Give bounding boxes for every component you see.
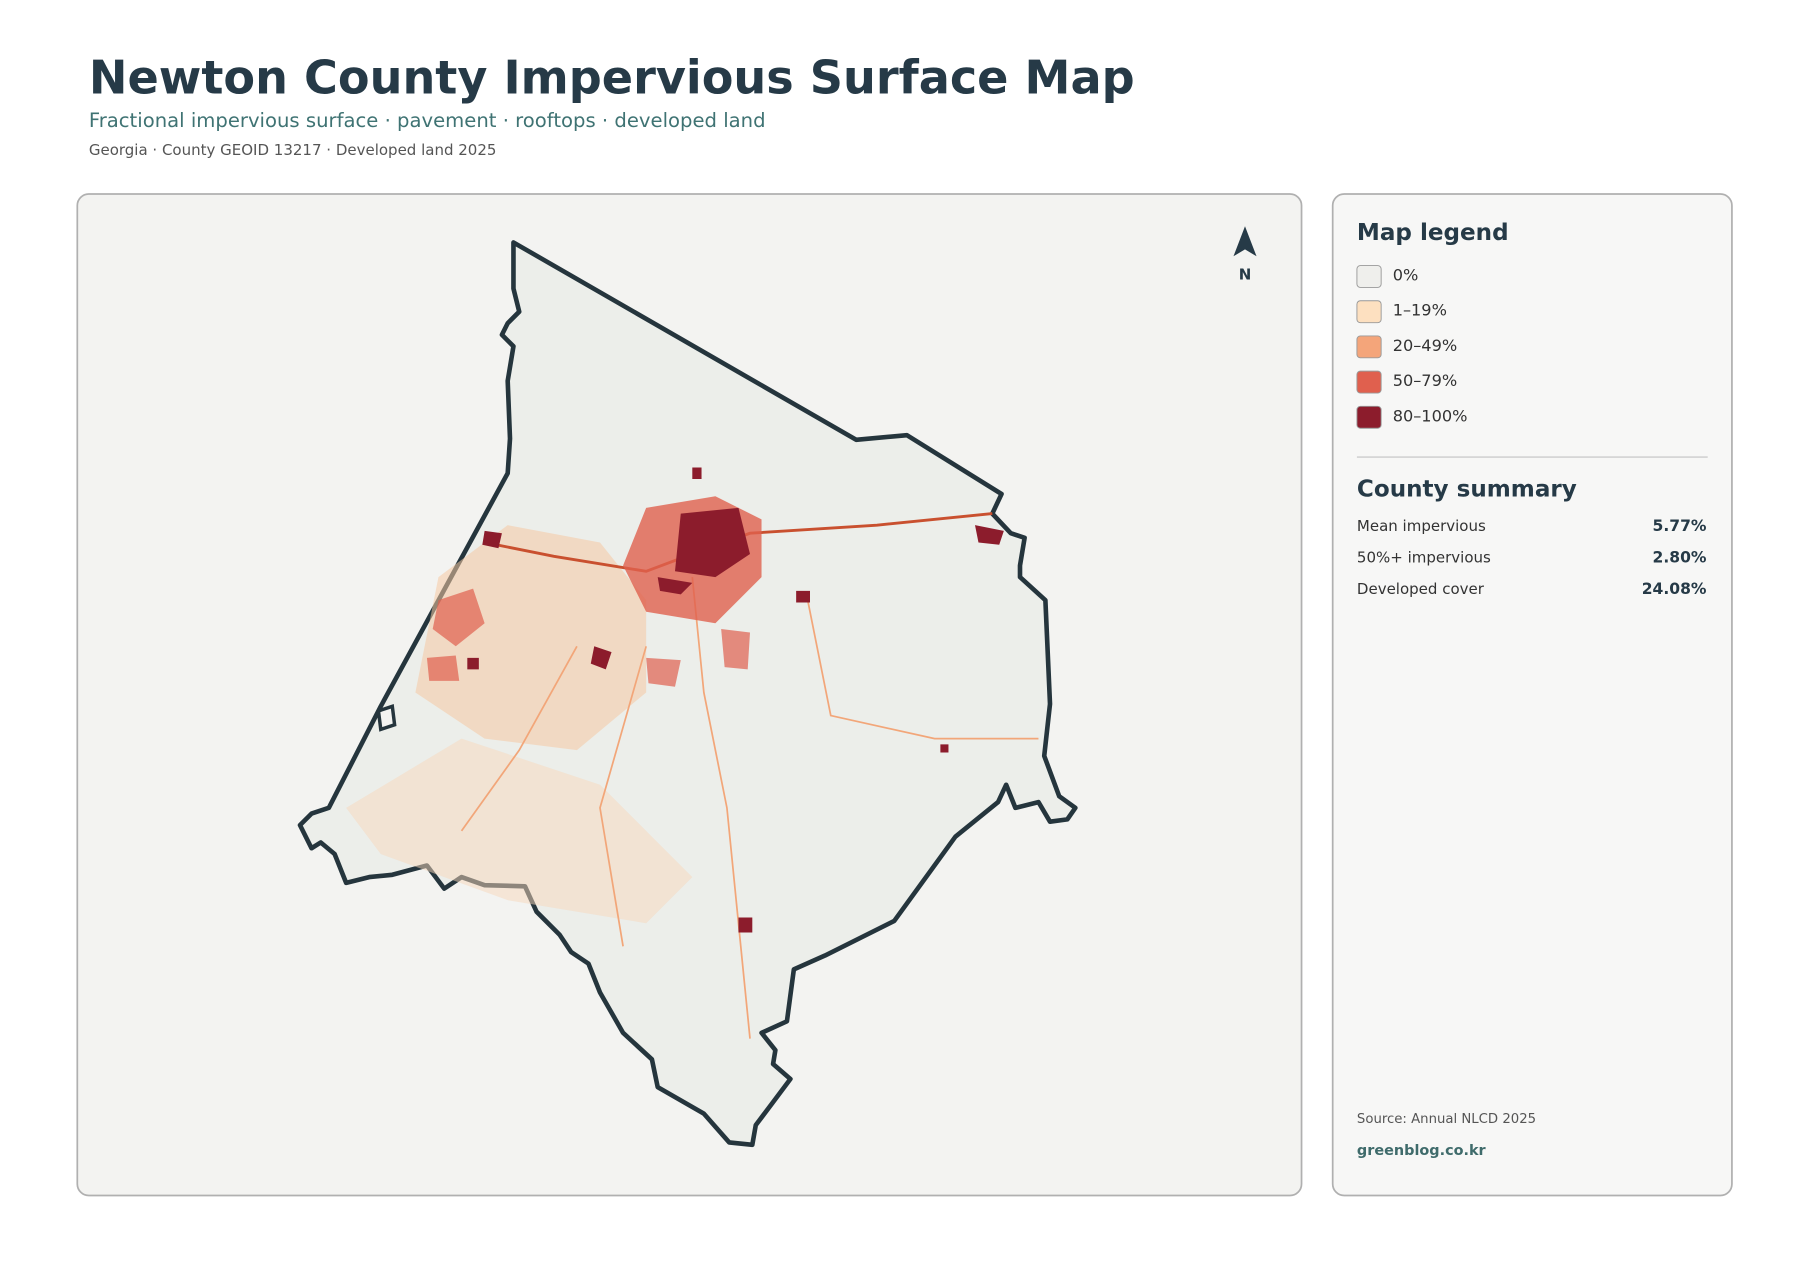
legend-swatch bbox=[1356, 335, 1382, 359]
summary-value: 5.77% bbox=[1653, 517, 1707, 535]
summary: Mean impervious 5.77% 50%+ impervious 2.80%… bbox=[1357, 517, 1707, 598]
excluded-area bbox=[376, 703, 397, 732]
legend: 0% 1–19% 20–49% 50–79% 80–100% bbox=[1356, 265, 1468, 429]
summary-label: Developed cover bbox=[1357, 580, 1485, 598]
county-shape bbox=[297, 240, 1078, 1148]
site: greenblog.co.kr bbox=[1357, 1143, 1487, 1159]
meta: Georgia · County GEOID 13217 · Developed… bbox=[89, 141, 497, 159]
medium-impervious bbox=[426, 588, 750, 687]
legend-swatch bbox=[1356, 405, 1382, 429]
north-label: N bbox=[1239, 265, 1252, 283]
developed-area bbox=[415, 525, 647, 751]
summary-label: Mean impervious bbox=[1357, 517, 1486, 535]
legend-label: 0% bbox=[1393, 266, 1419, 285]
legend-label: 50–79% bbox=[1393, 371, 1457, 390]
side-panel bbox=[1331, 193, 1733, 1197]
road bbox=[460, 576, 1039, 1039]
source: Source: Annual NLCD 2025 bbox=[1357, 1112, 1536, 1127]
summary-label: 50%+ impervious bbox=[1357, 548, 1491, 566]
summary-title: County summary bbox=[1357, 476, 1577, 502]
legend-swatch bbox=[1356, 265, 1382, 288]
subtitle: Fractional impervious surface · pavement… bbox=[89, 109, 766, 132]
legend-label: 1–19% bbox=[1393, 301, 1447, 320]
high-impervious bbox=[467, 467, 1004, 933]
summary-value: 2.80% bbox=[1653, 548, 1707, 566]
title: Newton County Impervious Surface Map bbox=[89, 51, 1135, 105]
legend-swatch bbox=[1356, 370, 1382, 394]
north-arrow bbox=[1233, 226, 1257, 257]
legend-label: 20–49% bbox=[1393, 336, 1457, 355]
summary-value: 24.08% bbox=[1642, 580, 1707, 598]
legend-swatch bbox=[1356, 300, 1382, 324]
developed-area bbox=[346, 738, 693, 924]
legend-label: 80–100% bbox=[1393, 406, 1468, 425]
legend-title: Map legend bbox=[1357, 220, 1509, 246]
county-map bbox=[297, 240, 1078, 1148]
